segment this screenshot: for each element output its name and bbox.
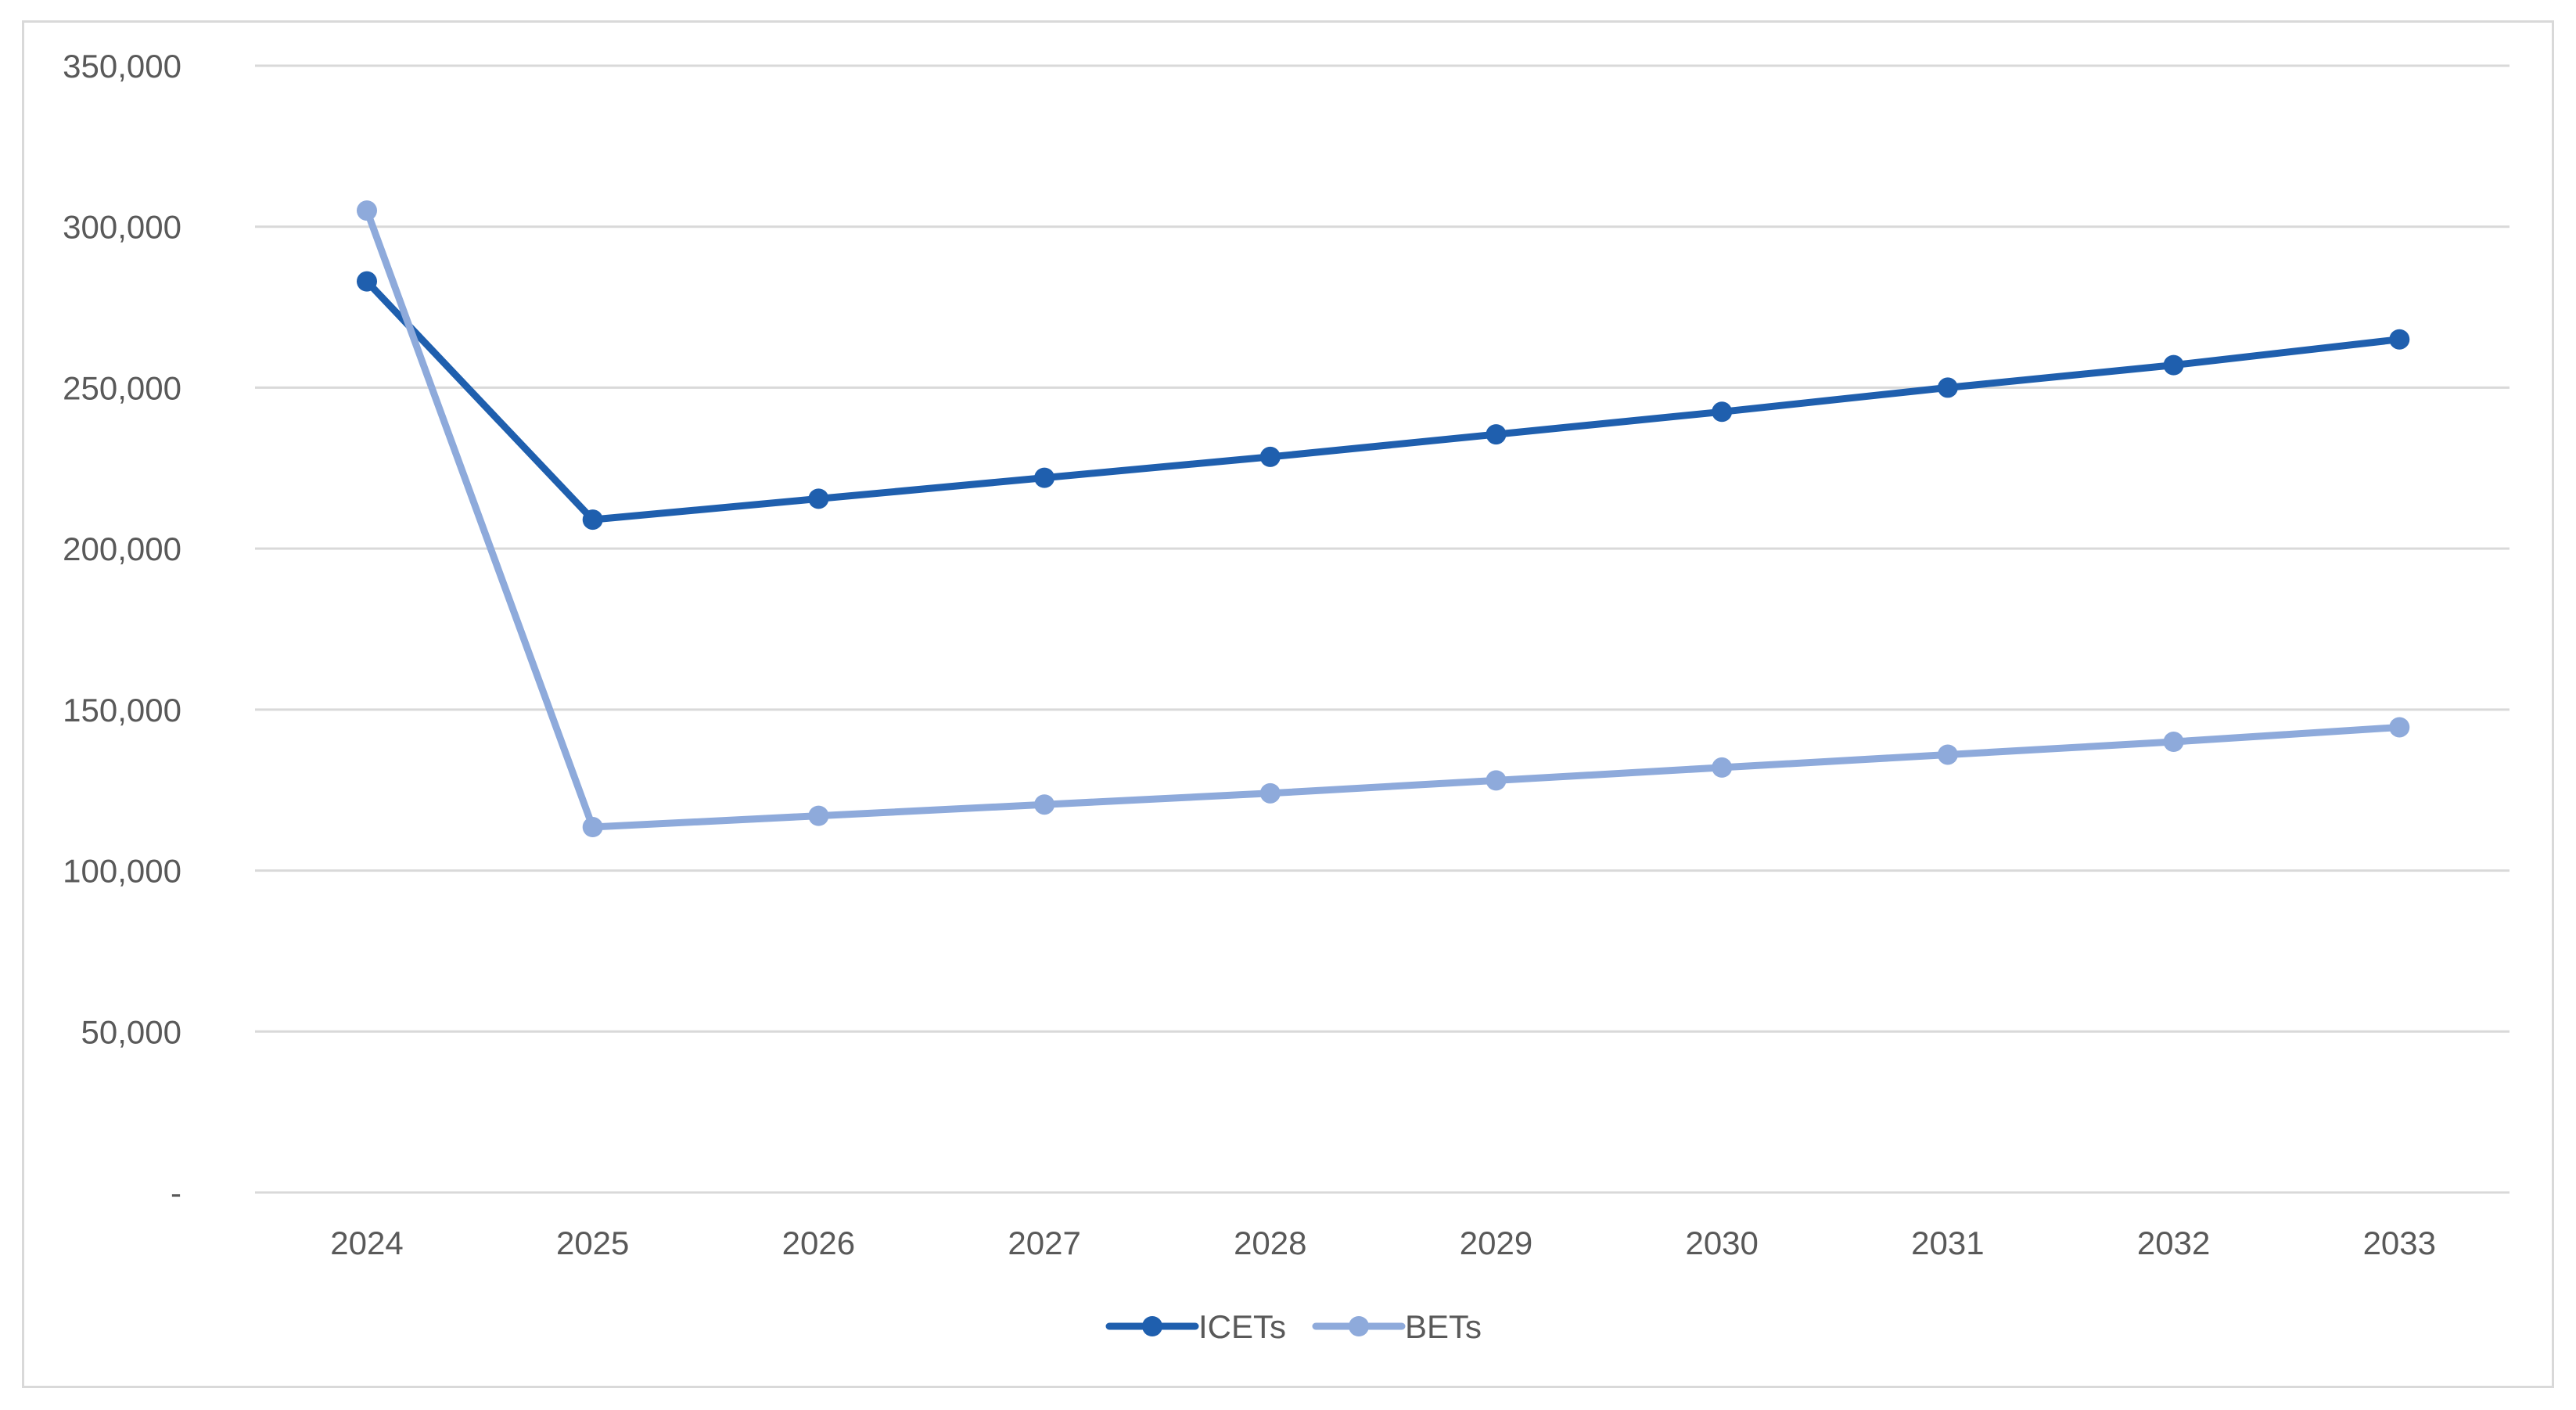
data-point	[582, 817, 603, 838]
x-tick-label: 2025	[556, 1225, 629, 1261]
data-point	[2163, 732, 2184, 752]
x-tick-label: 2027	[1008, 1225, 1080, 1261]
data-point	[808, 805, 829, 826]
y-tick-label: -	[171, 1174, 181, 1211]
data-point	[1937, 744, 1958, 765]
data-point	[1486, 424, 1507, 445]
y-tick-label: 50,000	[81, 1013, 181, 1050]
legend-label: BETs	[1405, 1308, 1482, 1345]
data-point	[1259, 782, 1281, 804]
data-point	[808, 488, 829, 509]
x-axis-tick-labels: 2024 2025 2026 2027 2028 2029 2030 2031 2032 2033	[330, 1225, 2436, 1261]
data-point	[1259, 446, 1281, 467]
legend-item-bets: BETs	[1312, 1308, 1482, 1345]
data-point	[582, 509, 603, 531]
y-tick-label: 200,000	[63, 531, 181, 567]
gridlines	[255, 64, 2510, 1194]
x-tick-label: 2031	[1911, 1225, 1984, 1261]
data-point	[1712, 757, 1733, 778]
data-point	[357, 271, 377, 292]
y-tick-label: 300,000	[63, 209, 181, 246]
x-tick-label: 2033	[2363, 1225, 2436, 1261]
legend: ICETs BETs	[1105, 1308, 1482, 1345]
x-tick-label: 2030	[1685, 1225, 1758, 1261]
data-point	[1712, 401, 1733, 423]
y-tick-label: 100,000	[63, 853, 181, 890]
x-tick-label: 2032	[2137, 1225, 2210, 1261]
legend-dot-marker	[1349, 1316, 1369, 1336]
data-point	[1486, 770, 1507, 791]
x-tick-label: 2029	[1460, 1225, 1532, 1261]
x-tick-label: 2028	[1234, 1225, 1306, 1261]
series-line	[363, 278, 2403, 523]
data-point	[2163, 354, 2184, 376]
data-point	[357, 200, 377, 221]
data-point	[1937, 377, 1958, 398]
chart-frame	[22, 20, 2554, 1388]
y-tick-label: 150,000	[63, 692, 181, 728]
x-tick-label: 2026	[782, 1225, 855, 1261]
data-point	[1034, 467, 1055, 488]
legend-dot-marker	[1142, 1316, 1162, 1336]
data-point	[1034, 794, 1055, 815]
legend-item-icets: ICETs	[1105, 1308, 1286, 1345]
y-tick-label: 250,000	[63, 369, 181, 406]
series-bets	[357, 200, 2410, 838]
y-axis-tick-labels: - 50,000 100,000 150,000 200,000 250,000 300,0…	[63, 48, 181, 1211]
data-point	[2389, 717, 2410, 738]
series-icets	[357, 271, 2410, 531]
data-point	[2389, 329, 2410, 350]
y-tick-label: 350,000	[63, 48, 181, 85]
x-tick-label: 2024	[330, 1225, 403, 1261]
series-lines	[357, 200, 2410, 838]
series-line	[363, 207, 2403, 831]
legend-label: ICETs	[1198, 1308, 1286, 1345]
